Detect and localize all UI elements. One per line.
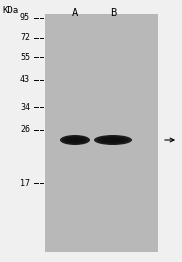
Ellipse shape (107, 139, 119, 141)
Text: 55: 55 (20, 52, 30, 62)
Text: 95: 95 (20, 14, 30, 23)
Text: KDa: KDa (2, 6, 18, 15)
Ellipse shape (70, 139, 80, 141)
Text: 26: 26 (20, 125, 30, 134)
Ellipse shape (102, 138, 123, 143)
Text: B: B (110, 8, 116, 18)
Text: 17: 17 (20, 178, 30, 188)
Ellipse shape (63, 136, 87, 144)
Ellipse shape (98, 136, 128, 144)
Text: 43: 43 (20, 75, 30, 85)
Text: A: A (72, 8, 78, 18)
Ellipse shape (60, 135, 90, 145)
Ellipse shape (94, 135, 132, 145)
Text: 34: 34 (20, 102, 30, 112)
Ellipse shape (67, 138, 83, 143)
Text: 72: 72 (20, 34, 30, 42)
Bar (45, 14, 158, 252)
